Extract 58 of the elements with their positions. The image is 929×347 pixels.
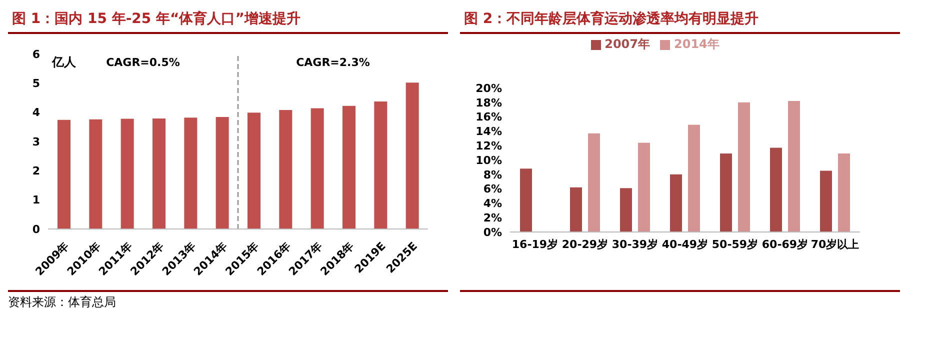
- bar: [838, 154, 850, 232]
- x-tick-label: 20-29岁: [562, 238, 608, 251]
- y-tick-label: 0: [32, 222, 40, 236]
- bar: [120, 118, 134, 229]
- legend-label: 2007年: [604, 37, 650, 51]
- y-tick-label: 4: [32, 106, 40, 120]
- bar: [738, 102, 750, 232]
- y-tick-label: 1: [32, 194, 40, 207]
- x-tick-label: 30-39岁: [612, 238, 658, 251]
- y-tick-label: 16%: [476, 110, 502, 124]
- y-tick-label: 6%: [483, 182, 502, 196]
- bar: [152, 118, 166, 229]
- y-tick-label: 20%: [476, 82, 502, 95]
- x-tick-label: 70岁以上: [810, 238, 860, 251]
- x-tick-label: 16-19岁: [512, 238, 558, 251]
- bar: [248, 112, 260, 229]
- y-tick-label: 5: [32, 77, 40, 90]
- y-tick-label: 3: [32, 135, 40, 148]
- y-tick-label: 18%: [476, 96, 502, 110]
- bar: [670, 174, 682, 232]
- text: 资料来源：体育总局: [8, 290, 448, 310]
- bar: [770, 148, 782, 232]
- x-tick-label: 60-69岁: [762, 238, 808, 251]
- y-tick-label: 2%: [483, 212, 502, 225]
- bar: [374, 102, 388, 229]
- bar: [720, 154, 732, 232]
- chart-title: 图 2：不同年龄层体育运动渗透率均有明显提升: [460, 8, 900, 34]
- x-tick-label: 50-59岁: [712, 238, 758, 251]
- annotation: CAGR=0.5%: [106, 56, 180, 69]
- bar: [688, 124, 700, 232]
- legend-label: 2014年: [674, 37, 720, 51]
- bar: [216, 117, 229, 229]
- y-tick-label: 6: [32, 48, 40, 61]
- bar: [788, 100, 800, 232]
- annotation: CAGR=2.3%: [296, 56, 370, 69]
- bar: [89, 119, 102, 229]
- y-tick-label: 10%: [476, 154, 502, 167]
- bar: [58, 120, 70, 229]
- y-tick-label: 14%: [476, 125, 502, 138]
- bar: [342, 106, 356, 229]
- chart-title: 图 1：国内 15 年-25 年“体育人口”增速提升: [8, 8, 448, 34]
- y-tick-label: 12%: [476, 140, 502, 153]
- y-tick-label: 2: [32, 164, 40, 178]
- y-axis-title: 亿人: [52, 54, 76, 71]
- x-tick-label: 40-49岁: [662, 238, 708, 251]
- bar: [638, 142, 650, 232]
- bar: [520, 168, 532, 232]
- y-tick-label: 0%: [483, 226, 502, 239]
- y-tick-label: 8%: [483, 168, 502, 182]
- bar: [310, 108, 324, 229]
- bar: [279, 110, 292, 229]
- bar: [620, 188, 632, 232]
- bar: [570, 187, 582, 232]
- bar: [820, 170, 832, 232]
- bar: [588, 133, 600, 232]
- bar: [406, 82, 419, 229]
- y-tick-label: 4%: [483, 197, 502, 210]
- bar: [184, 118, 198, 229]
